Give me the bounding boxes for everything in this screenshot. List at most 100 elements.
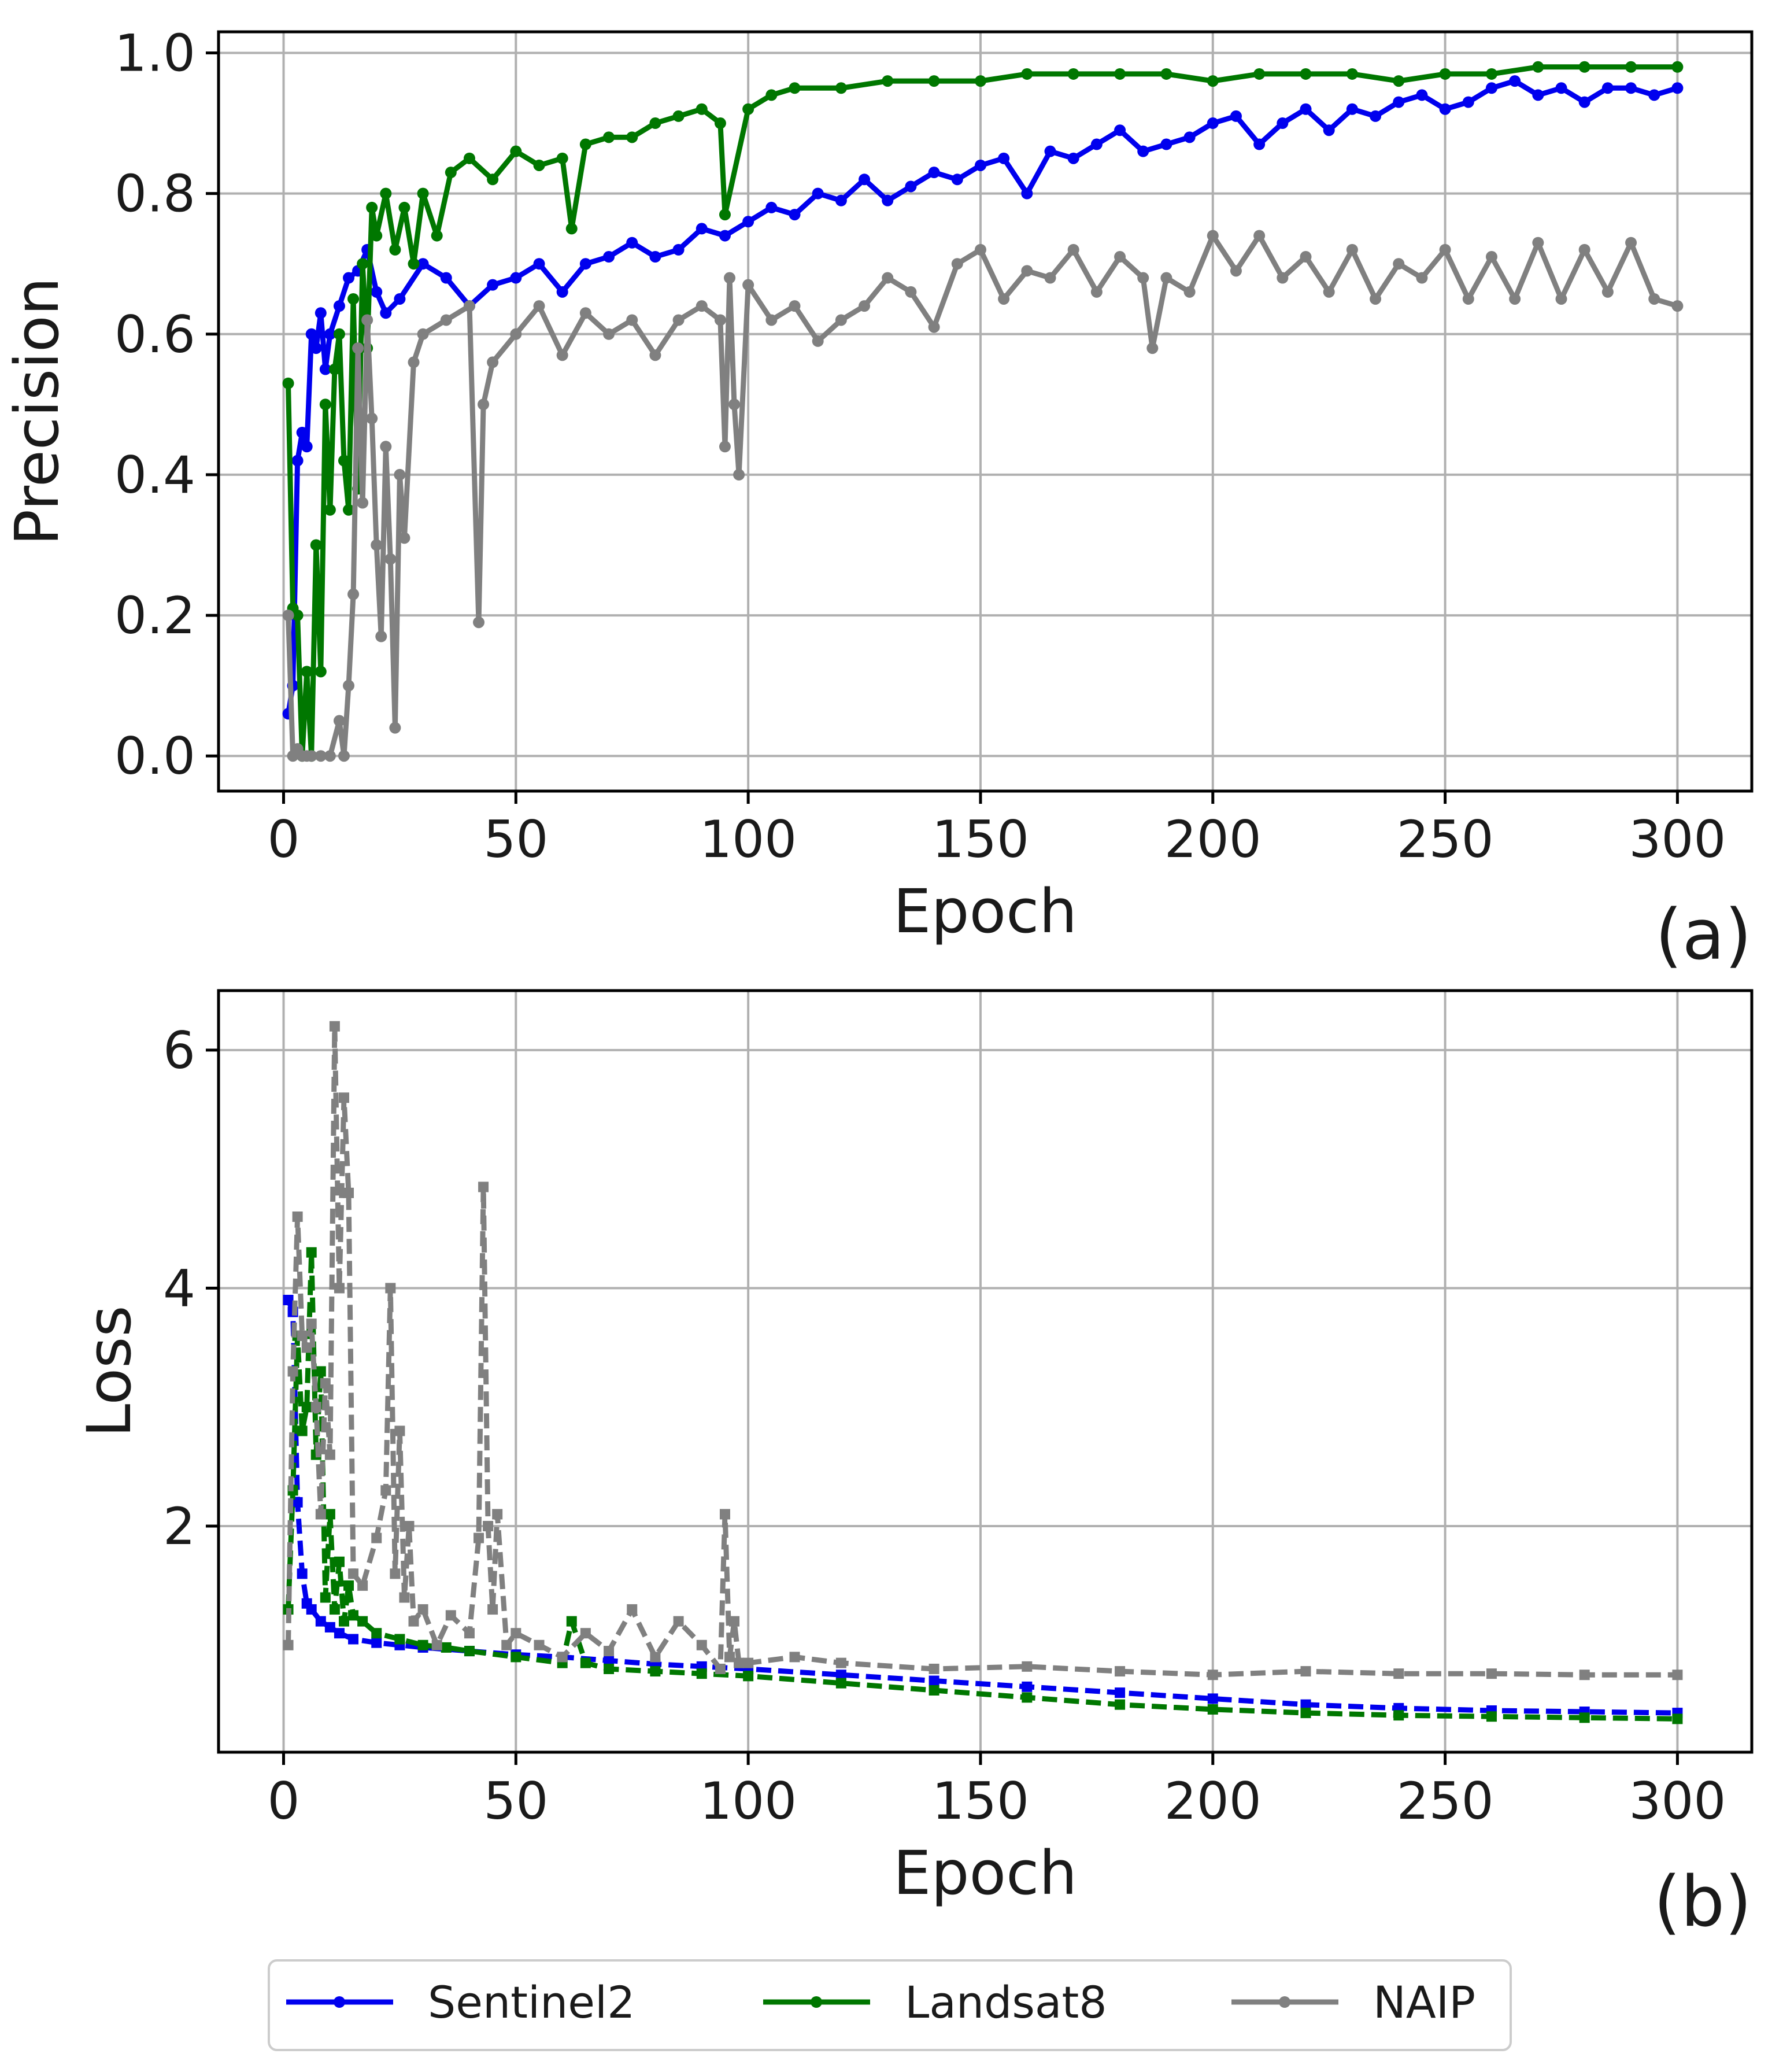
- series-marker-naip: [696, 300, 708, 312]
- series-marker-landsat8: [1579, 1712, 1590, 1723]
- series-marker-naip: [1253, 230, 1266, 242]
- series-marker-naip: [408, 1616, 419, 1627]
- series-marker-landsat8: [371, 230, 383, 242]
- series-marker-naip: [366, 412, 378, 424]
- y-tick-label: 0.6: [114, 305, 195, 364]
- series-marker-naip: [1114, 251, 1126, 263]
- series-marker-sentinel2: [1114, 124, 1126, 136]
- series-marker-landsat8: [835, 82, 847, 94]
- y-tick-label: 0.4: [114, 445, 195, 505]
- precision-panel: 0 50 100 150 200 250 300 0.0 0.2 0.4 0.6 0.8 1.0 Epoc…: [2, 23, 1754, 976]
- legend-label-sentinel2: Sentinel2: [428, 1977, 635, 2028]
- series-marker-naip: [724, 272, 735, 284]
- y-axis-label: Loss: [74, 1305, 145, 1437]
- x-tick-label: 250: [1397, 1771, 1494, 1831]
- series-marker-landsat8: [789, 82, 801, 94]
- series-marker-naip: [1601, 286, 1614, 298]
- series-marker-naip: [905, 286, 917, 298]
- series-marker-naip: [464, 1628, 475, 1639]
- series-marker-naip: [357, 1580, 368, 1591]
- series-marker-landsat8: [1346, 68, 1358, 80]
- series-marker-naip: [501, 1639, 512, 1650]
- series-marker-landsat8: [301, 1402, 312, 1413]
- series-marker-sentinel2: [812, 187, 824, 200]
- series-marker-sentinel2: [297, 1568, 308, 1579]
- x-tick-label: 300: [1629, 1771, 1726, 1831]
- series-marker-landsat8: [580, 1657, 591, 1668]
- series-marker-sentinel2: [533, 258, 545, 270]
- series-marker-landsat8: [511, 1652, 521, 1663]
- series-marker-landsat8: [343, 1580, 354, 1591]
- series-marker-sentinel2: [1462, 96, 1474, 108]
- series-marker-naip: [343, 1187, 354, 1198]
- series-marker-naip: [1067, 243, 1079, 256]
- series-marker-landsat8: [338, 1616, 349, 1627]
- y-tick-label: 4: [163, 1258, 195, 1318]
- series-marker-landsat8: [315, 666, 327, 678]
- series-marker-landsat8: [1160, 68, 1172, 80]
- series-marker-naip: [1671, 300, 1684, 312]
- series-marker-sentinel2: [291, 455, 304, 467]
- series-marker-sentinel2: [556, 286, 568, 298]
- series-marker-naip: [338, 750, 350, 762]
- series-marker-landsat8: [1207, 1704, 1218, 1715]
- series-marker-naip: [404, 1521, 415, 1532]
- series-marker-landsat8: [1672, 1713, 1683, 1724]
- series-marker-naip: [1323, 286, 1335, 298]
- series-marker-naip: [431, 1639, 442, 1650]
- series-marker-naip: [324, 1449, 335, 1460]
- series-marker-naip: [287, 1366, 298, 1377]
- series-marker-landsat8: [357, 1616, 368, 1627]
- series-marker-naip: [859, 300, 871, 312]
- series-marker-landsat8: [696, 1668, 707, 1679]
- series-marker-naip: [626, 314, 638, 326]
- series-marker-landsat8: [533, 159, 545, 171]
- series-marker-sentinel2: [929, 1675, 939, 1686]
- series-marker-naip: [1648, 293, 1660, 305]
- series-marker-sentinel2: [603, 251, 615, 263]
- series-marker-naip: [371, 1532, 382, 1543]
- series-marker-landsat8: [765, 89, 778, 101]
- series-marker-landsat8: [417, 187, 429, 200]
- series-marker-naip: [1146, 342, 1159, 354]
- series-line-landsat8: [286, 1250, 1678, 1722]
- series-marker-naip: [1579, 1670, 1590, 1681]
- series-marker-landsat8: [328, 363, 341, 375]
- series-marker-landsat8: [650, 1666, 661, 1677]
- series-marker-naip: [283, 1639, 294, 1650]
- series-marker-naip: [696, 1639, 707, 1650]
- series-marker-landsat8: [1671, 61, 1684, 73]
- series-marker-naip: [1486, 1668, 1497, 1679]
- x-tick-label: 200: [1164, 810, 1262, 869]
- series-marker-landsat8: [603, 131, 615, 143]
- series-marker-sentinel2: [417, 258, 429, 270]
- series-marker-sentinel2: [649, 251, 661, 263]
- series-marker-naip: [492, 1509, 503, 1520]
- series-marker-landsat8: [338, 455, 350, 467]
- series-marker-sentinel2: [1207, 1693, 1218, 1704]
- series-marker-landsat8: [343, 504, 355, 516]
- series-marker-naip: [928, 321, 940, 333]
- series-marker-naip: [1160, 272, 1172, 284]
- series-marker-naip: [557, 1652, 568, 1663]
- series-marker-landsat8: [329, 1604, 340, 1615]
- series-marker-naip: [534, 1639, 545, 1650]
- series-marker-sentinel2: [1277, 117, 1289, 130]
- series-marker-landsat8: [380, 187, 392, 200]
- series-marker-sentinel2: [998, 152, 1010, 164]
- series-marker-naip: [440, 314, 452, 326]
- series-marker-sentinel2: [672, 243, 685, 256]
- series-marker-naip: [724, 1652, 735, 1663]
- y-tick-label: 0.8: [114, 164, 195, 224]
- series-marker-naip: [338, 1092, 349, 1103]
- series-marker-naip: [333, 715, 345, 727]
- series-marker-sentinel2: [1090, 138, 1103, 150]
- series-marker-naip: [478, 1181, 489, 1192]
- series-marker-landsat8: [1393, 75, 1405, 87]
- series-marker-sentinel2: [1509, 75, 1521, 87]
- series-marker-sentinel2: [604, 1655, 615, 1666]
- series-marker-naip: [1625, 237, 1637, 249]
- series-marker-landsat8: [1486, 1711, 1497, 1722]
- series-marker-naip: [487, 356, 499, 368]
